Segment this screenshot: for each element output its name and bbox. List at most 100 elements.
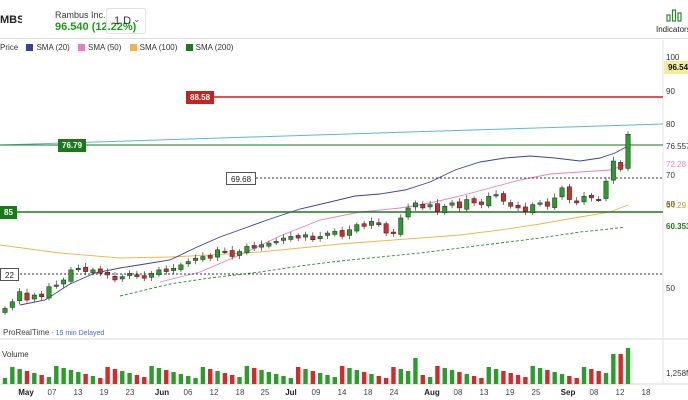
candle[interactable]	[456, 201, 462, 209]
candle[interactable]	[185, 261, 191, 265]
candle[interactable]	[354, 224, 360, 232]
candle[interactable]	[544, 201, 550, 207]
candle[interactable]	[266, 242, 272, 247]
candle[interactable]	[273, 241, 279, 244]
candle[interactable]	[420, 203, 426, 209]
candle[interactable]	[97, 268, 103, 274]
candle[interactable]	[244, 246, 250, 254]
candle[interactable]	[412, 202, 418, 208]
candle[interactable]	[588, 194, 594, 199]
candle[interactable]	[317, 236, 323, 239]
candle[interactable]	[259, 244, 264, 248]
candle[interactable]	[17, 291, 23, 301]
candle[interactable]	[229, 250, 235, 257]
candle[interactable]	[295, 235, 301, 239]
candle[interactable]	[332, 231, 338, 235]
level-label-85-clipped[interactable]: 85	[0, 206, 17, 219]
level-label-22-clipped[interactable]: 22	[0, 268, 19, 281]
candle[interactable]	[288, 236, 294, 240]
candle[interactable]	[500, 193, 506, 202]
candle[interactable]	[581, 195, 587, 203]
candle[interactable]	[376, 222, 382, 225]
candle[interactable]	[427, 204, 433, 208]
legend-sma-50[interactable]: SMA (50)	[78, 43, 121, 52]
candle[interactable]	[2, 308, 8, 313]
candle[interactable]	[134, 274, 140, 277]
candle[interactable]	[46, 286, 52, 299]
candle[interactable]	[339, 230, 345, 237]
candle[interactable]	[559, 187, 565, 198]
indicators-button[interactable]: Indicators	[652, 6, 688, 38]
candle[interactable]	[83, 266, 89, 272]
candle[interactable]	[24, 292, 30, 301]
candle[interactable]	[530, 204, 536, 213]
candle[interactable]	[464, 199, 470, 210]
candle[interactable]	[625, 133, 631, 169]
candle[interactable]	[61, 279, 67, 285]
candle[interactable]	[391, 231, 396, 234]
candle[interactable]	[325, 232, 330, 236]
interval-select[interactable]: 1 D ⌄	[106, 8, 146, 34]
candle[interactable]	[90, 269, 96, 274]
candle[interactable]	[303, 234, 308, 238]
candle[interactable]	[449, 202, 455, 206]
legend-sma-200[interactable]: SMA (200)	[185, 43, 233, 52]
candle[interactable]	[596, 198, 602, 201]
candle[interactable]	[178, 264, 184, 270]
level-label-76[interactable]: 76.79	[58, 139, 87, 152]
candle[interactable]	[610, 160, 616, 181]
legend-sma-100[interactable]: SMA (100)	[129, 43, 177, 52]
candle[interactable]	[471, 198, 477, 204]
candle[interactable]	[486, 195, 492, 207]
candle[interactable]	[31, 294, 37, 300]
candle[interactable]	[383, 223, 389, 234]
candle[interactable]	[112, 276, 118, 281]
candle[interactable]	[75, 267, 81, 270]
candle[interactable]	[105, 271, 111, 276]
candle[interactable]	[200, 256, 206, 260]
candle[interactable]	[171, 267, 177, 271]
candle[interactable]	[537, 202, 543, 205]
legend-sma-20[interactable]: SMA (20)	[26, 43, 70, 52]
candle[interactable]	[119, 276, 125, 280]
candle[interactable]	[515, 204, 521, 209]
candle[interactable]	[222, 250, 228, 253]
candle[interactable]	[310, 235, 316, 241]
candle[interactable]	[9, 301, 15, 308]
trendline[interactable]	[0, 123, 664, 146]
candle[interactable]	[347, 229, 352, 236]
candle[interactable]	[215, 249, 221, 258]
level-label-69[interactable]: 69.68	[226, 172, 257, 185]
candle[interactable]	[398, 217, 404, 235]
candle[interactable]	[141, 275, 147, 279]
candle[interactable]	[149, 273, 155, 278]
candle[interactable]	[207, 255, 213, 259]
candle[interactable]	[361, 223, 367, 227]
candle[interactable]	[193, 257, 199, 261]
candle[interactable]	[127, 273, 133, 276]
volume-bar	[625, 348, 631, 384]
candle[interactable]	[442, 206, 448, 213]
candle[interactable]	[163, 268, 169, 272]
level-label-88[interactable]: 88.58	[186, 91, 215, 104]
candle[interactable]	[369, 221, 374, 226]
candle[interactable]	[405, 207, 411, 218]
candle[interactable]	[508, 202, 514, 207]
candle[interactable]	[68, 269, 74, 282]
candle[interactable]	[493, 194, 499, 197]
candle[interactable]	[156, 269, 162, 275]
candle[interactable]	[237, 251, 242, 256]
candle[interactable]	[281, 237, 286, 241]
candle[interactable]	[566, 186, 572, 200]
candle[interactable]	[552, 197, 558, 208]
candle[interactable]	[618, 162, 624, 170]
candle[interactable]	[478, 201, 484, 205]
candle[interactable]	[39, 293, 45, 297]
candle[interactable]	[251, 245, 257, 249]
candle[interactable]	[53, 284, 59, 287]
candle[interactable]	[574, 200, 580, 204]
candle[interactable]	[434, 203, 440, 212]
candle[interactable]	[603, 180, 609, 199]
candle[interactable]	[522, 206, 528, 212]
